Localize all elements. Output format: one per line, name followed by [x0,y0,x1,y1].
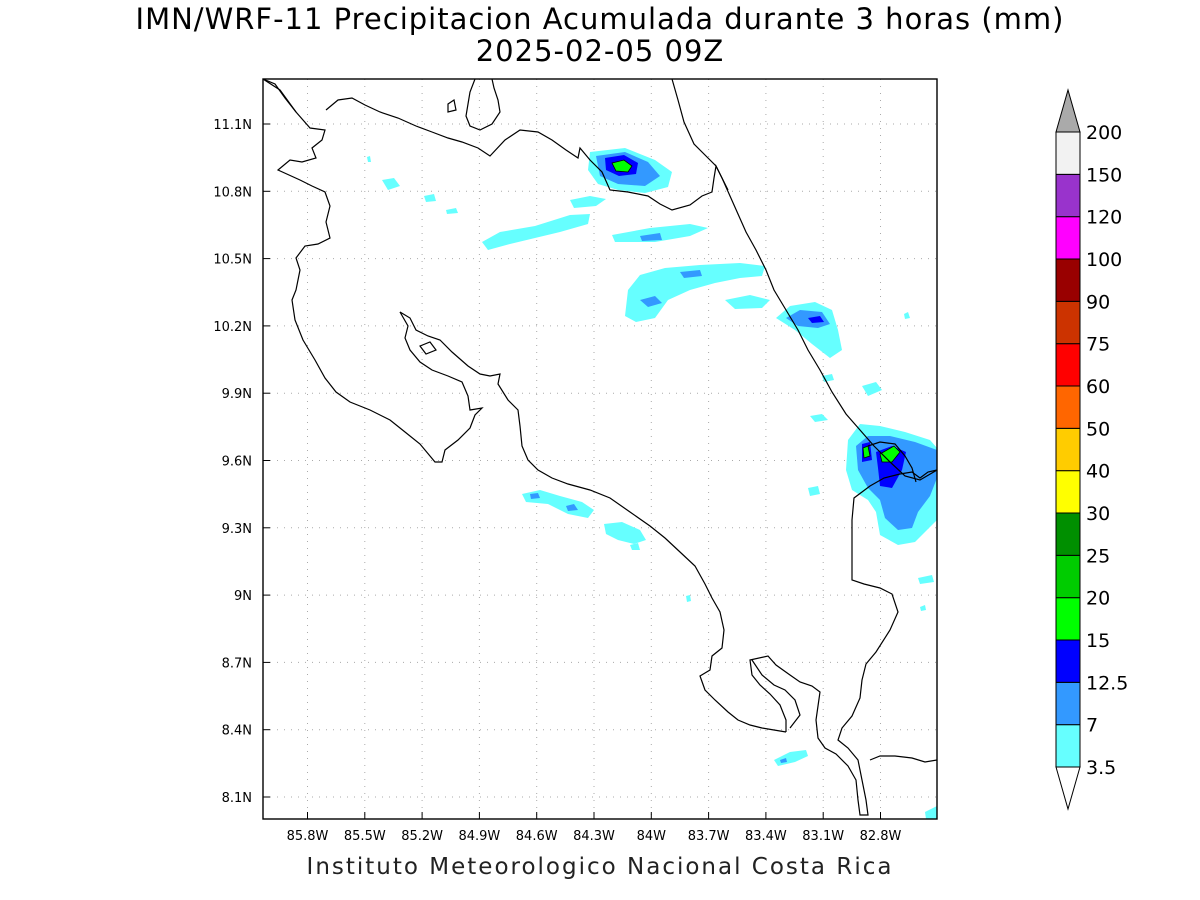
map-title: IMN/WRF-11 Precipitacion Acumulada duran… [135,2,1065,36]
y-tick-label: 10.2N [213,320,252,335]
colorbar-segment [1055,681,1081,726]
y-tick-label: 9.6N [222,455,252,470]
map-frame [262,78,938,820]
colorbar-segment [1055,343,1081,387]
islet-2 [419,341,437,355]
colorbar-label: 200 [1086,122,1122,144]
colorbar-segment [1055,131,1081,175]
colorbar-label: 50 [1086,418,1110,440]
precip-area-intense [611,159,633,173]
colorbar-segment [1055,216,1081,260]
colorbar-segment [1055,258,1081,302]
x-tick-label: 85.2W [401,829,443,844]
x-tick-label: 83.7W [688,829,730,844]
colorbar-label: 15 [1086,630,1110,652]
colorbar-label: 3.5 [1086,757,1116,779]
nicaragua-coast [263,79,484,463]
caribbean-coast-north [465,79,501,131]
golfito-bay [751,659,801,729]
colorbar-segment [1055,554,1081,599]
panama-border [867,441,917,483]
x-tick-label: 85.5W [344,829,386,844]
colorbar-label: 100 [1086,249,1122,271]
x-tick-label: 84.6W [516,829,558,844]
colorbar-segment [1055,300,1081,345]
colorbar-segment [1055,173,1081,218]
colorbar-segment [1055,724,1081,768]
colorbar-segment [1055,427,1081,472]
x-tick-label: 82.8W [860,829,902,844]
colorbar-segment [1055,385,1081,429]
y-tick-label: 8.1N [222,791,252,806]
lake-nicaragua-shore [263,79,297,113]
colorbar-label: 40 [1086,461,1110,483]
colorbar-label: 90 [1086,291,1110,313]
islet [447,99,457,113]
y-tick-label: 9.9N [222,387,252,402]
y-tick-label: 11.1N [213,118,252,133]
map-grid [263,79,937,819]
y-tick-label: 9N [234,589,252,604]
map-valid-time: 2025-02-05 09Z [475,34,725,68]
colorbar-label: 25 [1086,545,1110,567]
colorbar-segment [1055,639,1081,683]
colorbar-segment [1055,597,1081,641]
colorbar: 200 150 120 100 90 75 60 50 40 30 25 20 15 12.5 7 3.5 [1055,88,1128,811]
x-tick-label: 84W [637,829,667,844]
y-tick-label: 10.8N [213,185,252,200]
x-tick-label: 83.4W [745,829,787,844]
colorbar-label: 75 [1086,334,1110,356]
x-tick-label: 83.1W [802,829,844,844]
coastlines [263,79,937,816]
caribbean-coast [671,79,937,481]
colorbar-segment [1055,470,1081,514]
osa-peninsula-coast [749,469,937,816]
x-tick-label: 85.8W [287,829,329,844]
institution-credit: Instituto Meteorologico Nacional Costa R… [306,854,894,880]
colorbar-label: 150 [1086,164,1122,186]
colorbar-label: 7 [1086,715,1098,737]
colorbar-label: 30 [1086,503,1110,525]
nicoya-gulf-coast [399,311,787,733]
colorbar-segment [1055,512,1081,556]
colorbar-label: 60 [1086,376,1110,398]
y-tick-label: 8.7N [222,656,252,671]
colorbar-under-arrow [1055,766,1081,811]
colorbar-over-arrow [1055,88,1081,133]
colorbar-label: 20 [1086,588,1110,610]
axis-labels: 85.8W 85.5W 85.2W 84.9W 84.6W 84.3W 84W 83.7W 83… [213,118,901,844]
nicaragua-border [325,97,729,211]
y-tick-label: 9.3N [222,522,252,537]
panama-coast-south [869,755,937,763]
y-tick-label: 8.4N [222,724,252,739]
precipitation-field [367,148,937,819]
colorbar-label: 12.5 [1086,672,1128,694]
x-tick-label: 84.3W [573,829,615,844]
colorbar-label: 120 [1086,207,1122,229]
x-tick-label: 84.9W [458,829,500,844]
y-tick-label: 10.5N [213,253,252,268]
